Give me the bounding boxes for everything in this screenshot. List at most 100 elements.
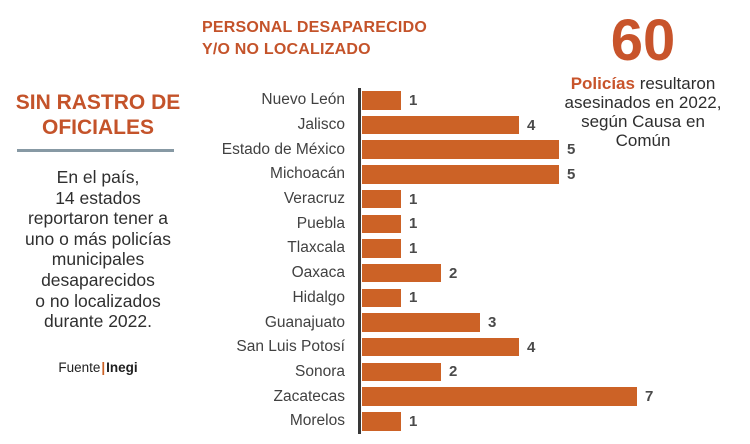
- stat-caption: Policías resultaron asesinados en 2022, s…: [552, 74, 734, 150]
- bar: [362, 214, 401, 234]
- bar-row: Michoacán 5: [0, 162, 750, 187]
- bar-value-label: 1: [409, 239, 418, 257]
- bar-track: 1: [358, 285, 418, 311]
- text-line: reportaron tener a: [27, 208, 169, 229]
- text-line: SIN RASTRO DE: [15, 91, 181, 114]
- text-line: desaparecidos: [41, 269, 155, 290]
- bar-track: 5: [358, 137, 576, 163]
- bar: [362, 263, 441, 283]
- bar-row: San Luis Potosí 4: [0, 334, 750, 360]
- bar-value-label: 2: [449, 264, 458, 282]
- text-line: Y/O NO LOCALIZADO: [202, 41, 371, 58]
- bar-track: 1: [358, 236, 417, 261]
- bar: [362, 91, 401, 110]
- text-line: En el país,: [56, 167, 140, 187]
- stat-number: 60: [610, 8, 676, 73]
- text-line: o no localizados: [35, 290, 161, 311]
- stat-caption-line1-rest: resultaron: [634, 74, 716, 93]
- stat-caption-highlight: Policías: [570, 74, 635, 93]
- category-label: Hidalgo: [292, 288, 345, 306]
- bar-value-label: 1: [409, 91, 418, 109]
- bar: [362, 362, 441, 382]
- bar-track: 5: [358, 162, 575, 187]
- category-label: San Luis Potosí: [236, 338, 345, 356]
- category-label: Estado de México: [221, 140, 345, 158]
- bar-track: 2: [358, 260, 458, 286]
- bar-value-label: 7: [645, 388, 654, 406]
- text-line: 14 estados: [55, 187, 141, 208]
- bar-row: Puebla 1: [0, 211, 750, 237]
- category-label: Nuevo León: [261, 91, 345, 109]
- bar-value-label: 1: [409, 289, 418, 307]
- bar-chart-rows: Nuevo León 1 Jalisco 4 Estado de México 5 Mich…: [0, 88, 750, 434]
- bar-row: Guanajuato 3: [0, 310, 750, 335]
- bar: [362, 313, 480, 332]
- bar-row: Zacatecas 7: [0, 384, 750, 409]
- bar-chart: Nuevo León 1 Jalisco 4 Estado de México 5 Mich…: [0, 88, 750, 434]
- category-label: Puebla: [296, 214, 345, 232]
- category-label: Jalisco: [297, 116, 345, 134]
- bar: [362, 337, 519, 357]
- bar: [362, 387, 637, 406]
- bar-value-label: 2: [449, 363, 458, 381]
- source-label: Fuente: [58, 360, 101, 375]
- bar-row: Oaxaca 2: [0, 260, 750, 286]
- bar-row: Nuevo León 1: [0, 88, 750, 113]
- stat-caption-line: Policías resultaron: [552, 74, 734, 93]
- category-label: Guanajuato: [264, 313, 345, 331]
- text-line: PERSONAL DESAPARECIDO: [202, 19, 427, 36]
- bar: [362, 189, 401, 209]
- bar-row: Jalisco 4: [0, 112, 750, 138]
- title-divider-rule: [17, 149, 174, 152]
- bar-row: Veracruz 1: [0, 186, 750, 212]
- bar: [362, 412, 401, 431]
- bar-value-label: 1: [409, 215, 418, 233]
- text-line: según Causa en: [581, 112, 705, 131]
- bar: [362, 239, 401, 258]
- category-label: Morelos: [289, 412, 345, 430]
- bar: [362, 115, 519, 135]
- chart-title: PERSONAL DESAPARECIDO Y/O NO LOCALIZADO: [202, 17, 427, 61]
- category-label: Tlaxcala: [287, 239, 345, 257]
- bar-value-label: 4: [527, 338, 536, 356]
- bar-value-label: 3: [488, 314, 497, 332]
- bar-track: 3: [358, 310, 496, 335]
- bar-track: 2: [358, 359, 458, 385]
- source-separator: |: [101, 360, 106, 375]
- bar-row: Sonora 2: [0, 359, 750, 385]
- category-label: Sonora: [295, 362, 345, 380]
- source-name: Inegi: [106, 360, 138, 375]
- bar-track: 4: [358, 112, 536, 138]
- bar-row: Estado de México 5: [0, 137, 750, 163]
- category-label: Veracruz: [283, 190, 345, 208]
- left-panel-title: SIN RASTRO DE OFICIALES: [0, 90, 196, 140]
- bar-value-label: 4: [527, 116, 536, 134]
- text-line: Común: [615, 131, 671, 150]
- text-line: durante 2022.: [43, 311, 152, 332]
- bar-value-label: 1: [409, 190, 418, 208]
- bar-track: 1: [358, 408, 417, 434]
- stat-caption-rest: asesinados en 2022, según Causa en Común: [552, 93, 734, 150]
- bar-track: 1: [358, 211, 418, 237]
- bar-track: 7: [358, 384, 653, 409]
- bar-row: Morelos 1: [0, 408, 750, 434]
- category-label: Michoacán: [270, 165, 345, 183]
- text-line: asesinados en 2022,: [564, 93, 722, 112]
- bar-value-label: 5: [567, 165, 576, 183]
- bar-track: 1: [358, 186, 418, 212]
- bar-row: Hidalgo 1: [0, 285, 750, 311]
- bar-track: 1: [358, 88, 417, 113]
- category-label: Zacatecas: [273, 387, 345, 405]
- bar-value-label: 5: [567, 141, 576, 159]
- bar: [362, 288, 401, 308]
- bar: [362, 165, 559, 184]
- bar: [362, 140, 559, 159]
- text-line: municipales: [51, 249, 145, 270]
- source-credit: Fuente|Inegi: [0, 360, 196, 375]
- category-label: Oaxaca: [291, 264, 345, 282]
- stat-callout: 60 Policías resultaron asesinados en 202…: [552, 8, 734, 151]
- text-line: uno o más policías: [25, 228, 171, 249]
- text-line: OFICIALES: [41, 116, 154, 139]
